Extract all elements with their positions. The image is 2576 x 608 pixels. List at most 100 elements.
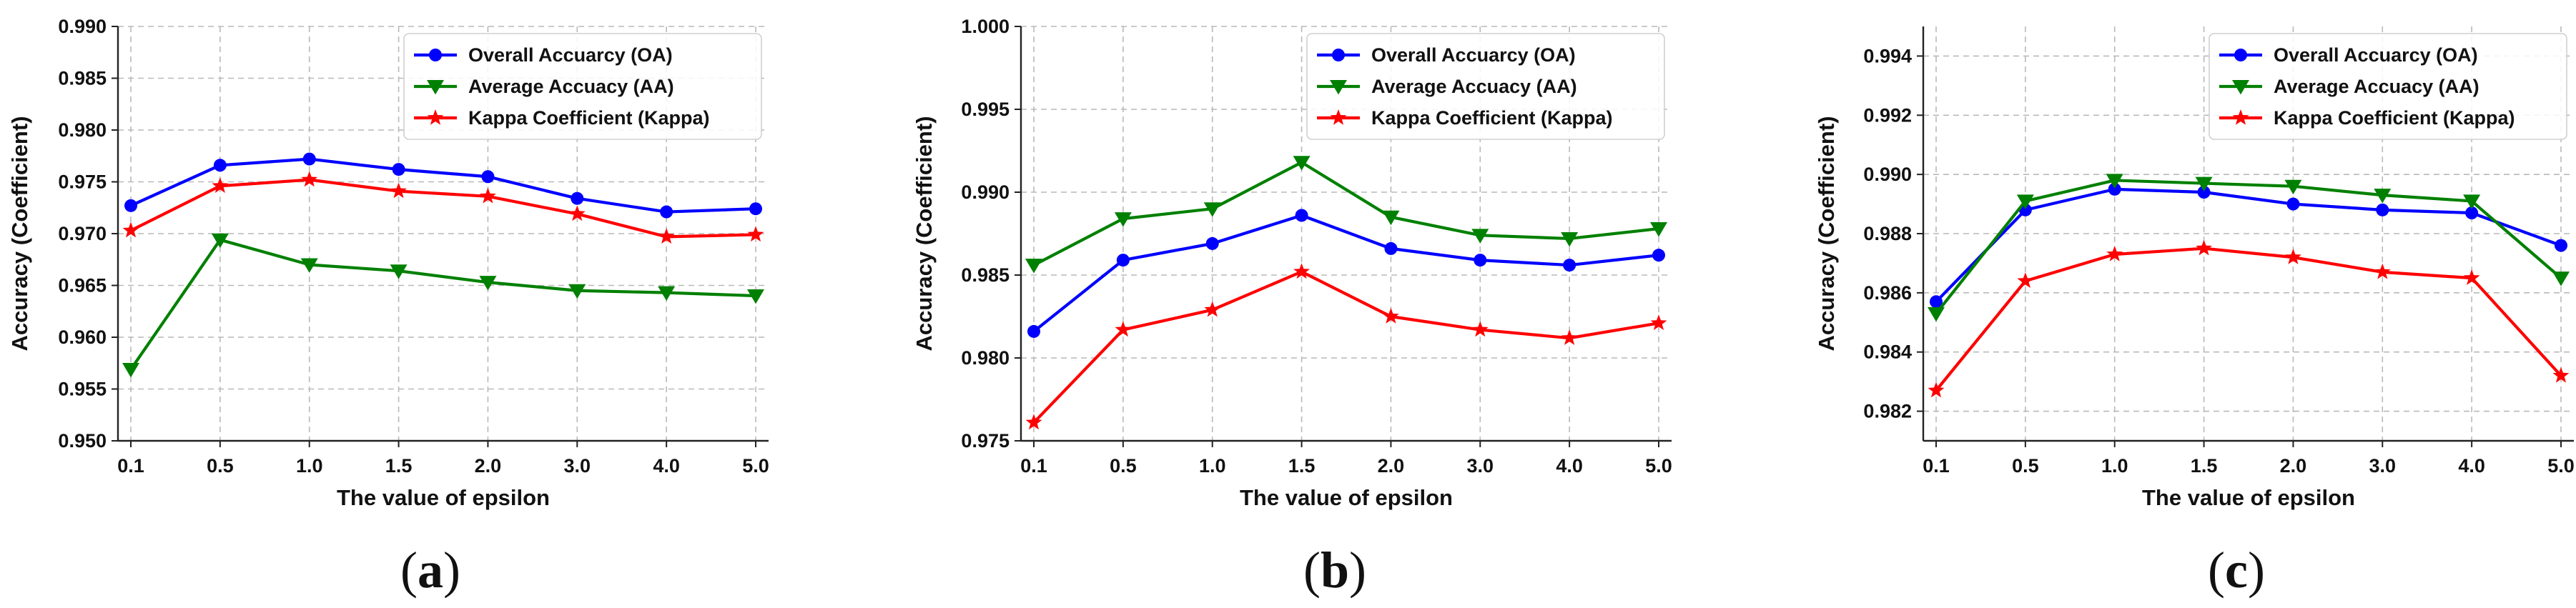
- data-point: [1293, 156, 1311, 171]
- x-tick-label: 5.0: [1645, 455, 1672, 477]
- legend-marker: [1332, 49, 1345, 61]
- x-axis-title: The value of epsilon: [337, 485, 550, 510]
- y-tick-label: 0.990: [1863, 164, 1912, 185]
- x-tick-label: 4.0: [653, 455, 680, 477]
- data-point: [2465, 206, 2479, 219]
- data-point: [1205, 236, 1219, 250]
- data-point: [660, 205, 673, 219]
- x-tick-label: 1.0: [296, 455, 323, 477]
- y-tick-label: 0.955: [58, 379, 107, 400]
- y-tick-label: 0.965: [58, 275, 107, 296]
- panel-label-open: (: [400, 542, 418, 599]
- data-point: [302, 152, 316, 166]
- legend-label: Average Accuacy (AA): [468, 76, 674, 97]
- data-point: [1561, 231, 1579, 247]
- data-point: [1561, 329, 1578, 345]
- legend-marker: [1330, 109, 1347, 125]
- data-point: [213, 159, 227, 172]
- data-point: [2108, 182, 2121, 196]
- data-point: [1471, 321, 1489, 337]
- data-point: [1025, 259, 1042, 274]
- y-tick-label: 0.975: [961, 430, 1010, 452]
- data-point: [480, 187, 496, 204]
- y-tick-label: 0.985: [58, 68, 107, 89]
- y-tick-label: 0.980: [58, 119, 107, 141]
- legend-marker: [2232, 80, 2249, 95]
- x-tick-label: 0.5: [1110, 455, 1137, 477]
- data-point: [2106, 246, 2123, 261]
- data-point: [2552, 271, 2570, 286]
- series-star: [122, 171, 764, 244]
- y-tick-label: 0.995: [961, 99, 1010, 120]
- data-point: [1382, 210, 1400, 226]
- data-point: [747, 226, 764, 242]
- data-point: [122, 362, 139, 378]
- chart-panel-a: 0.950 0.955 0.960 0.965 0.970 0.975 0.980 0.985…: [7, 16, 769, 510]
- x-tick-label: 1.0: [1199, 455, 1226, 477]
- data-point: [300, 258, 318, 273]
- x-tick-label: 2.0: [475, 455, 502, 477]
- legend: Overall Accuarcy (OA) Average Accuacy (AA…: [403, 33, 762, 140]
- legend-box: [2209, 33, 2567, 140]
- data-point: [2016, 194, 2034, 209]
- panel-label: (c): [2208, 542, 2265, 599]
- y-tick-label: 0.975: [58, 171, 107, 193]
- legend-box: [403, 33, 762, 140]
- legend-label: Overall Accuarcy (OA): [2274, 44, 2478, 66]
- panel-label-close: ): [443, 542, 460, 599]
- data-point: [1563, 259, 1576, 272]
- data-point: [1114, 212, 1132, 227]
- data-point: [479, 276, 497, 291]
- data-point: [1928, 307, 1945, 322]
- legend-label: Overall Accuarcy (OA): [468, 44, 673, 66]
- data-point: [212, 177, 229, 194]
- y-tick-label: 0.980: [961, 347, 1010, 369]
- data-point: [568, 205, 586, 221]
- series-line: [1033, 161, 1659, 266]
- y-tick-label: 0.986: [1863, 282, 1912, 304]
- data-point: [1471, 229, 1489, 244]
- x-axis-title: The value of epsilon: [2142, 485, 2355, 510]
- data-point: [2197, 186, 2211, 199]
- series-line: [1935, 179, 2562, 315]
- data-point: [1383, 308, 1399, 324]
- y-axis-title: Accuracy (Coefficient): [912, 116, 937, 351]
- data-point: [658, 286, 676, 301]
- x-axis-title: The value of epsilon: [1240, 485, 1453, 510]
- data-point: [390, 264, 408, 279]
- data-point: [2374, 263, 2391, 279]
- y-tick-label: 0.994: [1863, 45, 1912, 66]
- legend-marker: [1330, 80, 1347, 95]
- series-line: [1935, 246, 2562, 392]
- data-point: [2106, 174, 2123, 189]
- legend-label: Kappa Coefficient (Kappa): [1371, 107, 1613, 129]
- y-axis-title: Accuracy (Coefficient): [7, 116, 32, 351]
- x-tick-label: 1.0: [2101, 455, 2128, 477]
- data-point: [1928, 382, 1945, 398]
- data-point: [1027, 324, 1040, 338]
- y-tick-label: 0.990: [961, 181, 1010, 203]
- x-tick-label: 2.0: [1378, 455, 1405, 477]
- y-axis-title: Accuracy (Coefficient): [1814, 116, 1839, 351]
- data-point: [122, 221, 139, 238]
- data-point: [1025, 414, 1042, 430]
- data-point: [2463, 269, 2480, 285]
- data-point: [1116, 254, 1130, 267]
- panel-label-open: (: [1303, 542, 1321, 599]
- data-point: [747, 289, 764, 304]
- data-point: [390, 182, 407, 199]
- data-point: [1204, 301, 1221, 317]
- data-point: [1295, 209, 1308, 222]
- data-point: [2552, 367, 2570, 383]
- legend-box: [1306, 33, 1665, 140]
- legend-label: Average Accuacy (AA): [1371, 76, 1577, 97]
- panel-label: (b): [1303, 542, 1366, 599]
- series-triangle-down: [122, 233, 764, 378]
- legend-label: Kappa Coefficient (Kappa): [2274, 107, 2515, 129]
- data-point: [2463, 194, 2481, 209]
- data-point: [2285, 249, 2301, 264]
- x-tick-label: 3.0: [1467, 455, 1494, 477]
- series-triangle-down: [1025, 156, 1667, 274]
- y-tick-label: 0.982: [1863, 401, 1912, 422]
